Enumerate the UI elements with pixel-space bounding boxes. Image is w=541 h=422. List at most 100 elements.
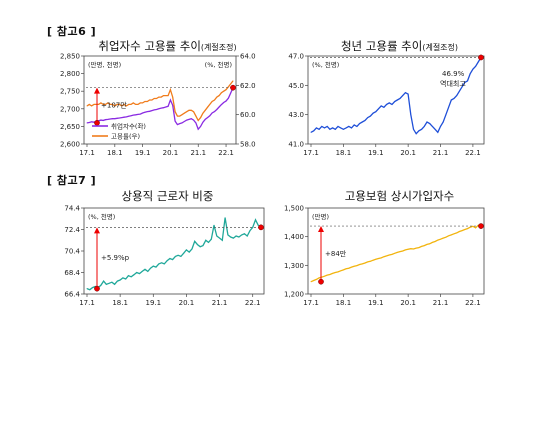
chart3-point-s0-19 [139, 273, 140, 275]
chart1-point-s1-51 [204, 109, 206, 111]
chart1-point-s1-44 [188, 109, 190, 111]
chart1-point-s0-33 [163, 107, 164, 109]
chart3-point-s0-61 [255, 219, 256, 221]
chart3-point-s0-47 [216, 235, 218, 237]
chart1-point-s1-11 [112, 103, 113, 105]
chart1-point-s0-25 [144, 111, 146, 113]
chart2-point-s0-62 [477, 61, 479, 63]
chart1-point-s1-52 [207, 106, 208, 108]
chart1-point-s0-54 [211, 112, 213, 114]
chart1-point-s1-41 [181, 114, 183, 116]
chart4-point-s0-61 [475, 227, 477, 229]
chart2-point-s0-3 [318, 128, 320, 130]
chart1-point-s1-21 [135, 103, 137, 105]
chart2-point-s0-11 [340, 127, 342, 129]
chart1-point-s0-18 [128, 115, 130, 117]
chart4-point-s0-47 [437, 239, 439, 241]
chart4-point-s0-13 [345, 268, 347, 270]
chart1-plot-frame [83, 55, 237, 145]
chart2-point-s0-27 [383, 106, 385, 108]
chart1-point-s1-50 [202, 112, 204, 114]
chart2-point-s0-24 [375, 111, 377, 113]
chart1-point-s0-36 [169, 99, 171, 101]
chart3-point-s0-25 [155, 266, 157, 268]
chart1-point-s0-9 [107, 118, 109, 120]
chart2-point-s0-10 [337, 125, 339, 127]
chart3-point-s0-31 [172, 259, 174, 261]
chart4-title: 고용보험 상시가입자수 [344, 189, 455, 203]
chart1-point-s1-9 [107, 102, 109, 104]
chart1-point-s0-22 [137, 113, 139, 115]
chart1-point-s1-46 [193, 111, 195, 113]
chart2-point-s0-49 [442, 121, 444, 123]
chart4-point-s0-27 [383, 256, 385, 258]
chart1-point-s0-47 [195, 122, 197, 124]
chart1-point-s0-17 [125, 116, 127, 118]
chart2-point-s0-39 [415, 133, 417, 135]
chart1-point-s0-35 [167, 105, 169, 107]
chart2-annotation-2: 역대최고 [440, 79, 466, 88]
chart1-unit-label: (만명, 천명) [88, 60, 121, 69]
chart1-ytick-right-label-1: 60.0 [240, 111, 256, 119]
chart2-point-s0-36 [407, 93, 409, 95]
chart2-xtick-label-3: 20.1 [400, 149, 416, 157]
chart2-point-s0-2 [315, 127, 317, 129]
chart1-point-s1-17 [125, 105, 127, 107]
chart4-end-marker [478, 223, 484, 229]
chart3-point-s0-46 [213, 224, 215, 226]
chart1-point-s0-20 [132, 114, 134, 116]
chart2-point-s0-0 [310, 131, 312, 133]
chart1-series-line-0 [86, 87, 234, 131]
chart1-point-s1-58 [220, 92, 222, 94]
chart4-point-s0-59 [469, 226, 471, 228]
chart4-point-s0-43 [426, 243, 428, 245]
chart3-annotation: +5.9%p [101, 254, 130, 262]
chart4-start-marker [318, 278, 324, 285]
chart2-point-s0-34 [402, 95, 404, 97]
chart1-point-s1-7 [102, 103, 104, 105]
chart3-point-s0-10 [114, 283, 116, 285]
chart1-point-s1-55 [214, 99, 215, 101]
chart3-point-s0-32 [174, 255, 176, 257]
chart1-point-s1-32 [160, 96, 162, 98]
chart1-title-note: (계절조정) [200, 43, 237, 52]
chart2-point-s0-6 [326, 125, 328, 127]
chart1-ytick-label-3: 2,750 [60, 88, 80, 96]
chart4-point-s0-20 [364, 262, 366, 264]
chart2-point-s0-38 [413, 128, 414, 130]
chart4-point-s0-50 [445, 236, 447, 238]
chart3-point-s0-24 [152, 265, 154, 267]
chart3-point-s0-36 [185, 249, 187, 251]
chart1-point-s0-51 [204, 118, 206, 120]
chart1-title: 취업자수 고용률 추이(계절조정) [98, 39, 237, 53]
chart3-point-s0-62 [257, 224, 259, 226]
chart2-point-s0-26 [380, 105, 382, 107]
chart1-start-marker [94, 120, 100, 126]
chart1-point-s0-24 [142, 112, 144, 114]
chart1-point-s0-0 [86, 122, 88, 124]
chart4-xtick-label-3: 20.1 [400, 299, 416, 307]
chart1-point-s1-47 [195, 115, 197, 117]
chart3-ytick-label-4: 74.4 [64, 205, 80, 213]
chart3-point-s0-14 [125, 278, 127, 280]
chart2-point-s0-12 [342, 128, 344, 130]
chart4-point-s0-42 [423, 245, 425, 247]
chart3-point-s0-33 [177, 254, 179, 256]
chart1-point-s0-2 [91, 121, 93, 123]
chart1-legend-label-1: 고용률(우) [111, 133, 140, 141]
chart4-point-s0-53 [453, 233, 455, 235]
chart1-point-s1-31 [158, 96, 160, 98]
chart1-annotation: +107만 [101, 100, 127, 109]
chart4-point-s0-38 [413, 248, 414, 250]
chart2-point-s0-17 [356, 125, 358, 127]
chart3-xtick-label-3: 20.1 [179, 299, 195, 307]
chart3-point-s0-45 [210, 238, 212, 240]
chart3-point-s0-8 [108, 282, 110, 284]
chart4-ytick-label-3: 1,500 [284, 205, 304, 213]
chart1-point-s0-23 [139, 113, 141, 115]
chart1-point-s1-59 [223, 90, 225, 92]
chart1-point-s0-11 [112, 118, 113, 120]
chart4-ytick-label-0: 1,200 [284, 291, 304, 299]
chart2-point-s0-23 [372, 112, 374, 114]
chart3-title: 상용직 근로자 비중 [121, 189, 214, 203]
